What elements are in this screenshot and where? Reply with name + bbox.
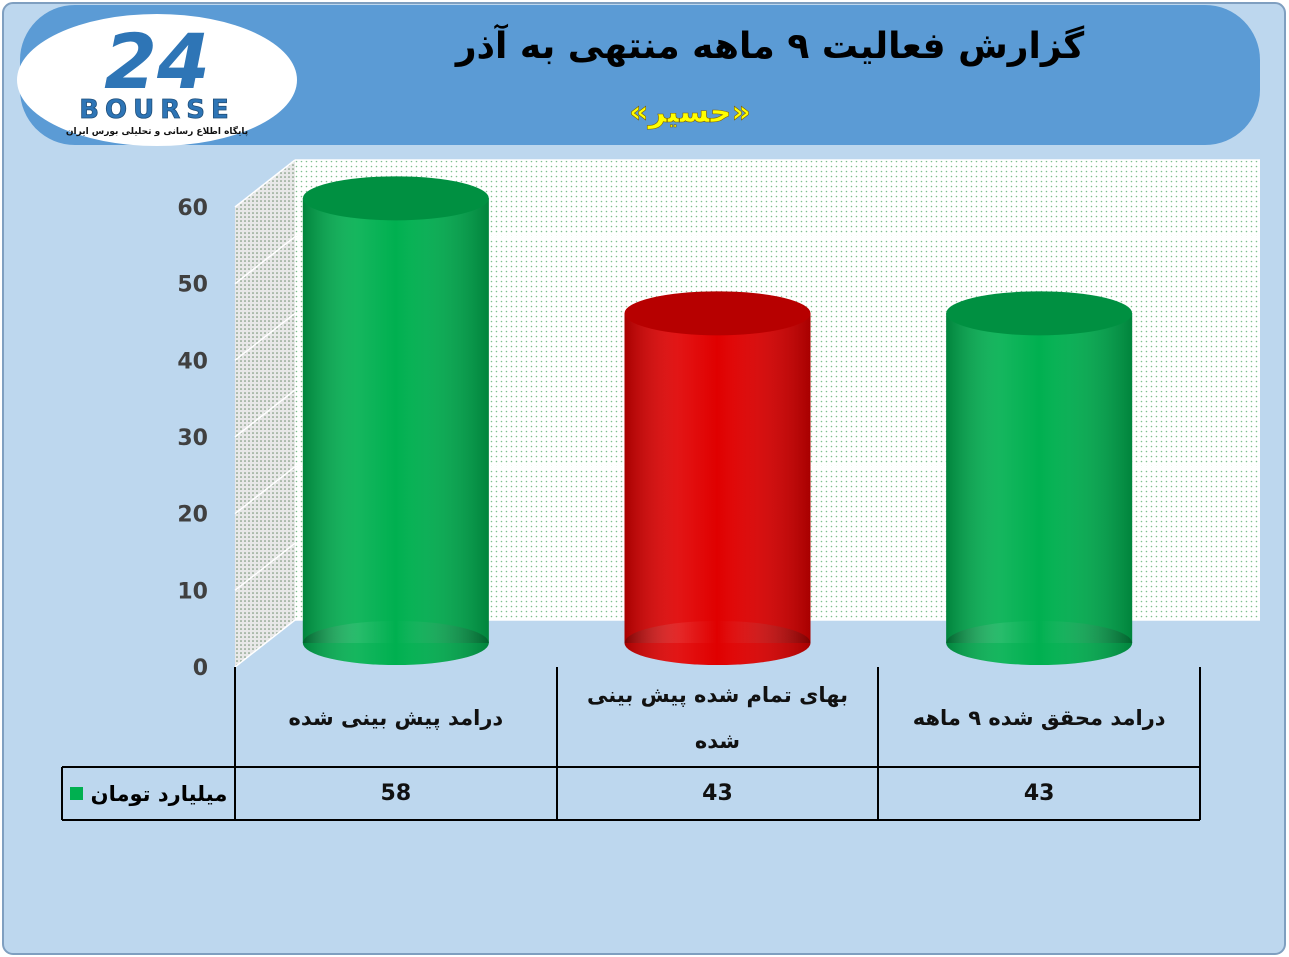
grid-line [234,389,296,438]
bar-shade [946,313,1133,643]
y-tick-label: 40 [177,349,208,374]
bar-top-shade [946,291,1133,336]
bar [624,291,811,665]
value-label: 43 [702,780,733,806]
grid-line [234,619,296,668]
chart-title: گزارش فعالیت ۹ ماهه منتهی به آذر [454,23,1084,67]
bar-shade [624,313,811,643]
y-tick-label: 0 [193,656,208,681]
bar-top [624,291,811,336]
y-tick-label: 60 [177,196,208,221]
legend-label: میلیارد تومان [90,781,228,806]
chart-subtitle: «حسیر» [629,95,751,130]
bar [946,291,1133,665]
bar-top-shade [302,176,489,221]
legend: میلیارد تومان [62,767,235,820]
y-tick-label: 30 [177,426,208,451]
category-label: درامد محقق شده ۹ ماهه [912,705,1166,730]
grid-line [234,236,296,285]
logo-mark: 24 [104,17,210,106]
y-tick-label: 10 [177,579,208,604]
category-label: بهای تمام شده پیش بینی شده [587,682,848,753]
category-label: درامد پیش بینی شده [288,705,504,730]
logo-text: BOURSE [79,95,235,125]
logo-tagline: پایگاه اطلاع رسانی و تحلیلی بورس ایران [66,125,248,137]
bar-top-shade [624,291,811,336]
bar [302,176,489,665]
bar-top [302,176,489,221]
header-box [20,5,1260,145]
grid-line [234,542,296,591]
grid-line [234,466,296,515]
y-tick-label: 20 [177,503,208,528]
legend-swatch [69,787,83,800]
logo-bg [17,14,297,146]
value-label: 43 [1023,780,1055,806]
bar-shade [302,198,489,644]
bar-top [946,291,1133,336]
value-label: 58 [380,780,412,806]
y-tick-label: 50 [177,273,208,298]
grid-line [234,312,296,361]
grid-line [234,159,296,208]
